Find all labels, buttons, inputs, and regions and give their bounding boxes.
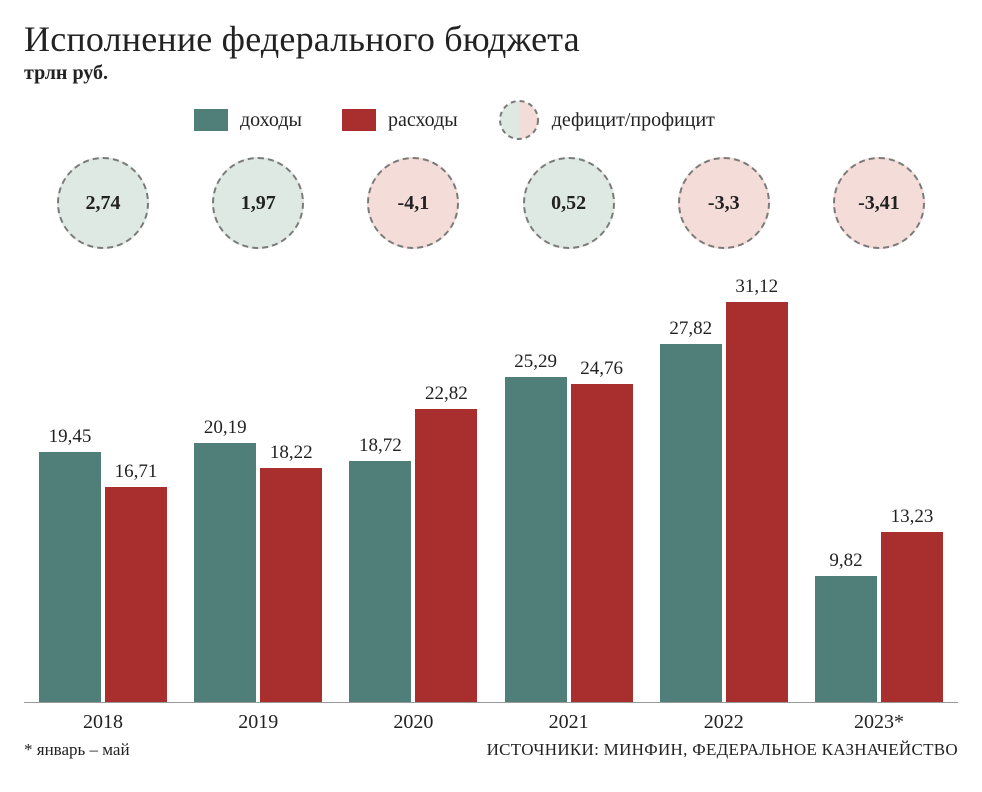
balance-circle-cell: 2,74 <box>28 157 178 249</box>
source-label: ИСТОЧНИКИ: МИНФИН, ФЕДЕРАЛЬНОЕ КАЗНАЧЕЙС… <box>487 740 958 760</box>
income-bar-wrap: 20,19 <box>194 273 256 702</box>
balance-circle-cell: -4,1 <box>338 157 488 249</box>
expense-bar-wrap: 18,22 <box>260 273 322 702</box>
income-bar-label: 18,72 <box>359 435 402 457</box>
income-bar <box>39 452 101 702</box>
expense-bar <box>260 468 322 702</box>
expense-bar-wrap: 31,12 <box>726 273 788 702</box>
balance-circle-cell: 1,97 <box>183 157 333 249</box>
year-group: 27,82 31,12 <box>649 273 799 702</box>
balance-circle-cell: -3,41 <box>804 157 954 249</box>
x-axis-label: 2020 <box>338 711 488 734</box>
balance-circle: 0,52 <box>523 157 615 249</box>
income-bar-wrap: 25,29 <box>505 273 567 702</box>
year-group: 25,29 24,76 <box>494 273 644 702</box>
income-bar-label: 27,82 <box>669 318 712 340</box>
x-axis-label: 2023* <box>804 711 954 734</box>
income-bar-wrap: 19,45 <box>39 273 101 702</box>
income-bar <box>349 461 411 702</box>
income-bar-label: 9,82 <box>829 550 862 572</box>
expense-bar <box>415 409 477 702</box>
income-bar-wrap: 9,82 <box>815 273 877 702</box>
income-bar-wrap: 27,82 <box>660 273 722 702</box>
legend-label-income: доходы <box>240 109 302 132</box>
expense-bar-label: 18,22 <box>270 442 313 464</box>
x-axis-label: 2018 <box>28 711 178 734</box>
expense-bar <box>571 384 633 702</box>
income-bar <box>194 443 256 703</box>
balance-circle: -3,3 <box>678 157 770 249</box>
legend-label-balance: дефицит/профицит <box>552 109 715 132</box>
chart-footer: * январь – май ИСТОЧНИКИ: МИНФИН, ФЕДЕРА… <box>24 740 958 760</box>
income-bar-label: 19,45 <box>49 426 92 448</box>
expense-bar <box>726 302 788 702</box>
legend-item-expense: расходы <box>342 109 458 132</box>
balance-circle: -4,1 <box>367 157 459 249</box>
year-group: 19,45 16,71 <box>28 273 178 702</box>
balance-circle: 2,74 <box>57 157 149 249</box>
legend-swatch-income <box>194 109 228 131</box>
bar-chart-area: 19,45 16,71 20,19 18,22 18,72 22,82 25,29 24,76… <box>24 273 958 703</box>
income-bar <box>660 344 722 702</box>
expense-bar <box>105 487 167 702</box>
legend-label-expense: расходы <box>388 109 458 132</box>
expense-bar-label: 31,12 <box>735 276 778 298</box>
expense-bar-wrap: 22,82 <box>415 273 477 702</box>
chart-title: Исполнение федерального бюджета <box>24 18 958 60</box>
year-group: 9,82 13,23 <box>804 273 954 702</box>
expense-bar-label: 13,23 <box>891 506 934 528</box>
balance-circles-row: 2,74 1,97 -4,1 0,52 -3,3 -3,41 <box>24 157 958 249</box>
income-bar <box>815 576 877 702</box>
balance-circle-cell: -3,3 <box>649 157 799 249</box>
balance-circle-cell: 0,52 <box>494 157 644 249</box>
expense-bar-wrap: 13,23 <box>881 273 943 702</box>
income-bar-wrap: 18,72 <box>349 273 411 702</box>
expense-bar-label: 24,76 <box>580 358 623 380</box>
expense-bar-wrap: 24,76 <box>571 273 633 702</box>
legend: доходы расходы дефицит/профицит <box>24 99 958 141</box>
legend-item-income: доходы <box>194 109 302 132</box>
expense-bar-label: 16,71 <box>115 461 158 483</box>
expense-bar-label: 22,82 <box>425 383 468 405</box>
income-bar-label: 20,19 <box>204 417 247 439</box>
x-axis: 201820192020 202120222023* <box>24 703 958 734</box>
legend-swatch-expense <box>342 109 376 131</box>
legend-item-balance: дефицит/профицит <box>498 99 715 141</box>
expense-bar <box>881 532 943 702</box>
footnote: * январь – май <box>24 740 130 760</box>
x-axis-label: 2022 <box>649 711 799 734</box>
balance-circle: 1,97 <box>212 157 304 249</box>
expense-bar-wrap: 16,71 <box>105 273 167 702</box>
balance-circle: -3,41 <box>833 157 925 249</box>
x-axis-label: 2021 <box>494 711 644 734</box>
year-group: 20,19 18,22 <box>183 273 333 702</box>
income-bar <box>505 377 567 702</box>
chart-subtitle: трлн руб. <box>24 62 958 85</box>
year-group: 18,72 22,82 <box>338 273 488 702</box>
legend-balance-icon <box>498 99 540 141</box>
x-axis-label: 2019 <box>183 711 333 734</box>
income-bar-label: 25,29 <box>514 351 557 373</box>
